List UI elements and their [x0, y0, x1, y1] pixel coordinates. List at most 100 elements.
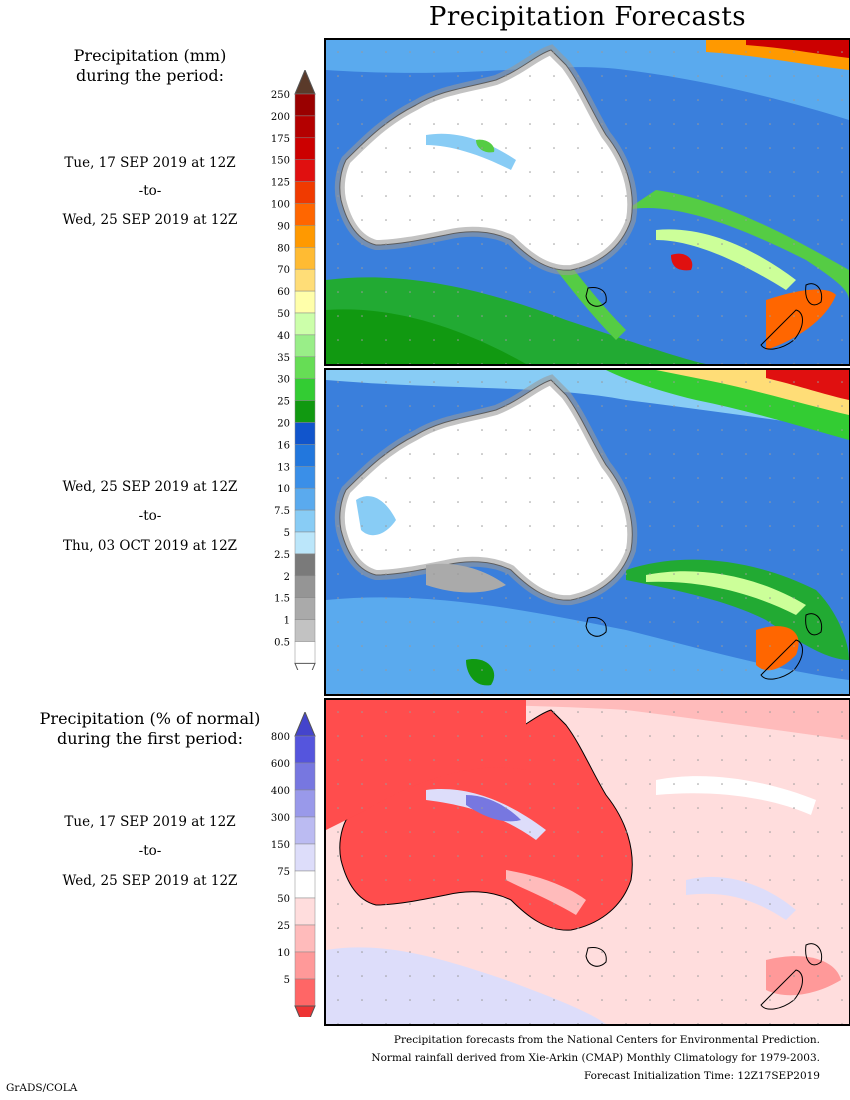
- mm-legend-label: 35: [277, 353, 290, 364]
- mm-legend-label: 100: [271, 200, 290, 211]
- mm-legend-label: 1: [284, 616, 290, 627]
- pct-legend-label: 10: [277, 948, 290, 959]
- mm-legend-label: 50: [277, 309, 290, 320]
- mm-legend-label: 125: [271, 178, 290, 189]
- mm-legend-label: 13: [277, 462, 290, 473]
- pct-heading-line1: Precipitation (% of normal): [39, 709, 261, 728]
- pct-legend-label: 50: [277, 894, 290, 905]
- mm-legend-swatch: [294, 619, 316, 642]
- mm-legend-label: 10: [277, 484, 290, 495]
- mm-legend-swatch: [294, 334, 316, 358]
- mm-legend-swatch: [294, 247, 316, 270]
- mm-legend-label: 70: [277, 265, 290, 276]
- page-title: Precipitation Forecasts: [428, 2, 747, 32]
- mm-legend-swatch: [294, 378, 316, 401]
- map-period1-precip: [324, 38, 850, 366]
- pct-legend-swatch: [294, 762, 316, 791]
- mm-legend-label: 60: [277, 287, 290, 298]
- mm-legend-swatch: [294, 312, 316, 336]
- grads-credit: GrADS/COLA: [6, 1082, 78, 1094]
- period1-start: Tue, 17 SEP 2019 at 12Z: [64, 155, 236, 171]
- mm-legend-swatch: [294, 137, 316, 160]
- period2-end: Thu, 03 OCT 2019 at 12Z: [62, 538, 238, 554]
- mm-legend-swatch: [294, 422, 316, 445]
- mm-legend-label: 150: [271, 156, 290, 167]
- pct-legend-heading: Precipitation (% of normal) during the f…: [10, 709, 290, 749]
- mm-legend-label: 175: [271, 134, 290, 145]
- mm-legend-swatch: [294, 356, 316, 379]
- pct-heading-line2: during the first period:: [56, 729, 244, 748]
- mm-legend-label: 200: [271, 112, 290, 123]
- period2-sep: -to-: [138, 508, 162, 524]
- footer-source-line: Precipitation forecasts from the Nationa…: [393, 1034, 820, 1046]
- mm-legend-swatch: [294, 290, 316, 314]
- pct-legend-label: 75: [277, 867, 290, 878]
- mm-legend-swatch: [294, 487, 316, 511]
- mm-legend-label: 5: [284, 528, 290, 539]
- footer-normal-line: Normal rainfall derived from Xie-Arkin (…: [371, 1052, 820, 1064]
- pct-legend-bottom-arrow: [294, 1005, 316, 1017]
- period3-start: Tue, 17 SEP 2019 at 12Z: [64, 814, 236, 830]
- pct-legend-label: 150: [271, 840, 290, 851]
- pct-legend-swatch: [294, 735, 316, 764]
- pct-legend-top-arrow: [294, 712, 316, 737]
- mm-legend-label: 1.5: [274, 594, 290, 605]
- mm-legend-swatch: [294, 93, 316, 117]
- mm-legend-swatch: [294, 159, 316, 182]
- mm-legend-label: 25: [277, 397, 290, 408]
- mm-heading-line2: during the period:: [76, 66, 224, 85]
- period3-end: Wed, 25 SEP 2019 at 12Z: [62, 873, 238, 889]
- map-period2-precip: [324, 368, 850, 696]
- pct-legend-swatch: [294, 789, 316, 818]
- mm-legend-label: 20: [277, 419, 290, 430]
- mm-legend-label: 0.5: [274, 638, 290, 649]
- mm-legend-label: 90: [277, 221, 290, 232]
- period1-sep: -to-: [138, 183, 162, 199]
- mm-legend-swatch: [294, 181, 316, 204]
- mm-legend-swatch: [294, 531, 316, 555]
- mm-heading-line1: Precipitation (mm): [73, 46, 227, 65]
- mm-legend-label: 2.5: [274, 550, 290, 561]
- map-percent-of-normal: [324, 698, 850, 1026]
- pct-legend-label: 25: [277, 921, 290, 932]
- mm-legend-swatch: [294, 641, 316, 664]
- mm-legend-label: 2: [284, 572, 290, 583]
- mm-legend-swatch: [294, 203, 316, 226]
- mm-legend-swatch: [294, 553, 316, 577]
- mm-legend-swatch: [294, 225, 316, 248]
- pct-color-legend: 800 600 400 300 150 75 50 25 10 5: [271, 712, 316, 1017]
- pct-legend-label: 5: [284, 975, 290, 986]
- pct-legend-swatch: [294, 951, 316, 980]
- pct-legend-swatch: [294, 897, 316, 926]
- footer-init-time: Forecast Initialization Time: 12Z17SEP20…: [583, 1070, 820, 1082]
- mm-legend-swatch: [294, 509, 316, 533]
- mm-legend-label: 250: [271, 90, 290, 101]
- mm-legend-swatch: [294, 400, 316, 423]
- mm-legend-label: 16: [277, 440, 290, 451]
- mm-legend-label: 80: [277, 243, 290, 254]
- pct-legend-label: 400: [271, 786, 290, 797]
- pct-legend-swatch: [294, 870, 316, 899]
- pct-legend-swatch: [294, 816, 316, 845]
- mm-legend-top-arrow: [294, 70, 316, 95]
- pct-legend-swatch: [294, 978, 316, 1007]
- mm-legend-swatch: [294, 575, 316, 598]
- pct-legend-swatch: [294, 924, 316, 953]
- pct-legend-label: 300: [271, 813, 290, 824]
- mm-legend-label: 7.5: [274, 506, 290, 517]
- pct-legend-swatch: [294, 843, 316, 872]
- pct-legend-label: 600: [271, 759, 290, 770]
- mm-legend-label: 40: [277, 331, 290, 342]
- mm-legend-bottom-arrow: [294, 662, 316, 670]
- mm-color-legend: 2502001751501251009080706050403530252016…: [271, 70, 316, 670]
- mm-legend-swatch: [294, 466, 316, 489]
- period2-start: Wed, 25 SEP 2019 at 12Z: [62, 479, 238, 495]
- mm-legend-swatch: [294, 444, 316, 467]
- mm-legend-heading: Precipitation (mm) during the period:: [25, 46, 275, 86]
- pct-legend-label: 800: [271, 732, 290, 743]
- mm-legend-label: 30: [277, 375, 290, 386]
- period1-end: Wed, 25 SEP 2019 at 12Z: [62, 212, 238, 228]
- period3-sep: -to-: [138, 843, 162, 859]
- mm-legend-swatch: [294, 115, 316, 139]
- mm-legend-swatch: [294, 597, 316, 620]
